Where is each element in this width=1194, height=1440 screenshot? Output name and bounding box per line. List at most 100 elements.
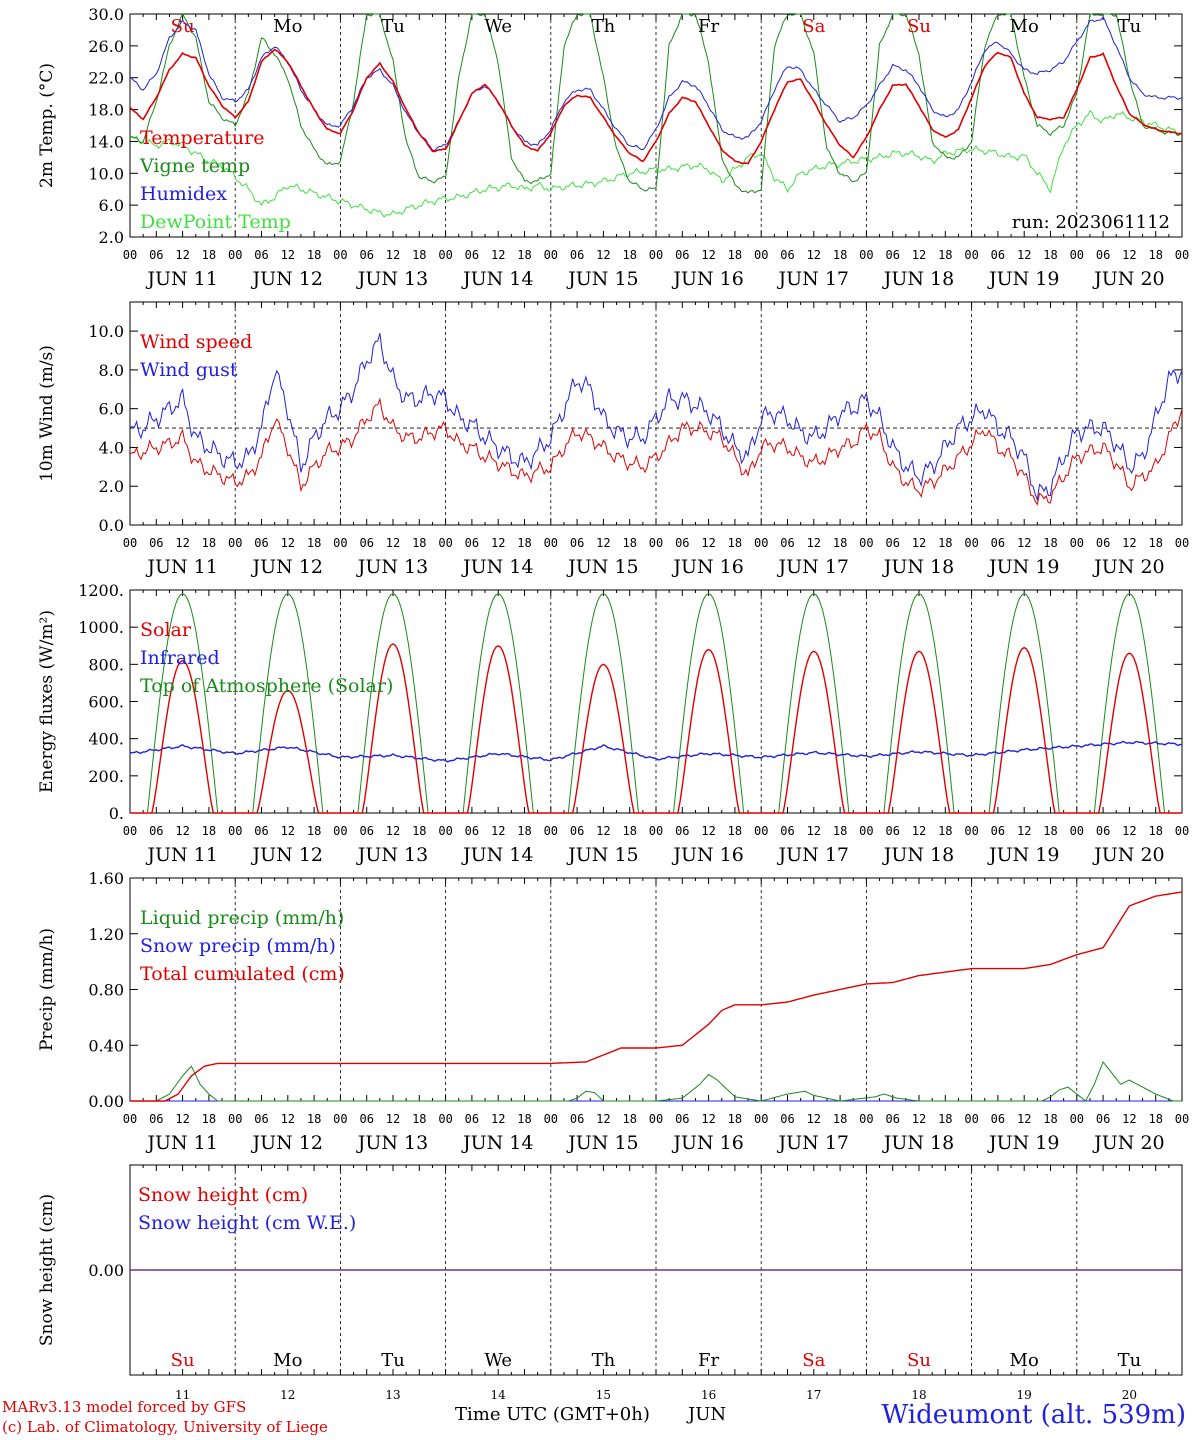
day-label: JUN 15	[566, 1132, 638, 1154]
hour-tick-label: 18	[728, 536, 742, 550]
station-name: Wideumont (alt. 539m)	[881, 1400, 1186, 1430]
hour-tick-label: 18	[622, 536, 636, 550]
hour-tick-label: 18	[202, 536, 216, 550]
hour-tick-label: 12	[912, 536, 926, 550]
day-label: JUN 17	[777, 1132, 849, 1154]
y-tick-label: 600.	[88, 693, 124, 712]
legend-entry: Total cumulated (cm)	[140, 963, 345, 985]
hour-tick-label: 12	[807, 536, 821, 550]
day-label: JUN 15	[566, 556, 638, 578]
y-tick-label: 22.0	[88, 69, 124, 88]
hour-tick-label: 18	[938, 536, 952, 550]
hour-tick-label: 18	[728, 248, 742, 262]
wind-gust-line	[129, 333, 1183, 502]
legend-entry: Solar	[140, 619, 192, 641]
hour-tick-label: 12	[281, 248, 295, 262]
run-label: run: 2023061112	[1012, 212, 1170, 233]
hour-tick-label: 18	[412, 536, 426, 550]
day-label: JUN 13	[356, 1132, 428, 1154]
hour-tick-label: 18	[1043, 536, 1057, 550]
bottom-day-number: 20	[1122, 1388, 1137, 1402]
y-tick-label: 6.0	[99, 400, 124, 419]
hour-tick-label: 06	[149, 824, 163, 838]
hour-tick-label: 12	[807, 1112, 821, 1126]
y-axis-label-4: Snow height (cm)	[37, 1194, 57, 1346]
day-label: JUN 12	[251, 844, 323, 866]
hour-tick-label: 00	[859, 536, 873, 550]
hour-tick-label: 18	[622, 1112, 636, 1126]
hour-tick-label: 06	[675, 1112, 689, 1126]
y-axis-label-1: 10m Wind (m/s)	[37, 345, 57, 482]
hour-tick-label: 18	[728, 1112, 742, 1126]
hour-tick-label: 18	[202, 248, 216, 262]
hour-tick-label: 00	[1175, 1112, 1189, 1126]
hour-tick-label: 18	[307, 1112, 321, 1126]
hour-tick-label: 00	[859, 248, 873, 262]
hour-tick-label: 18	[517, 536, 531, 550]
hour-tick-label: 00	[754, 1112, 768, 1126]
day-label: JUN 11	[145, 1132, 217, 1154]
hour-tick-label: 00	[438, 248, 452, 262]
hour-tick-label: 12	[386, 1112, 400, 1126]
hour-tick-label: 18	[307, 536, 321, 550]
y-tick-label: 0.00	[88, 1092, 124, 1111]
hour-tick-label: 12	[175, 248, 189, 262]
day-label: JUN 11	[145, 268, 217, 290]
y-axis-label-3: Precip (mm/h)	[37, 928, 57, 1051]
hour-tick-label: 00	[754, 824, 768, 838]
day-label: JUN 19	[987, 844, 1059, 866]
hour-tick-label: 12	[491, 824, 505, 838]
weekday-label: Th	[592, 16, 616, 37]
hour-tick-label: 06	[359, 1112, 373, 1126]
day-label: JUN 20	[1092, 556, 1164, 578]
hour-tick-label: 12	[491, 248, 505, 262]
hour-tick-label: 00	[544, 248, 558, 262]
hour-tick-label: 00	[123, 248, 137, 262]
hour-tick-label: 18	[833, 824, 847, 838]
bottom-weekday-label: Fr	[698, 1350, 719, 1371]
bottom-weekday-label: Th	[592, 1350, 616, 1371]
hour-tick-label: 06	[149, 536, 163, 550]
model-credit: MARv3.13 model forced by GFS	[2, 1398, 247, 1416]
hour-tick-label: 12	[701, 1112, 715, 1126]
y-axis-label-0: 2m Temp. (°C)	[37, 63, 57, 188]
hour-tick-label: 12	[386, 536, 400, 550]
day-label: JUN 18	[882, 556, 954, 578]
hour-tick-label: 12	[175, 824, 189, 838]
hour-tick-label: 00	[333, 824, 347, 838]
weekday-label: Tu	[1118, 16, 1142, 37]
legend-entry: Wind gust	[140, 359, 238, 381]
y-tick-label: 0.00	[88, 1261, 124, 1280]
day-label: JUN 15	[566, 268, 638, 290]
day-label: JUN 13	[356, 268, 428, 290]
plot-frame-0	[129, 13, 1183, 238]
day-label: JUN 15	[566, 844, 638, 866]
hour-tick-label: 06	[465, 536, 479, 550]
hour-tick-label: 12	[1017, 248, 1031, 262]
hour-tick-label: 00	[964, 824, 978, 838]
y-tick-label: 1.20	[88, 925, 124, 944]
weekday-label: Mo	[273, 16, 302, 37]
y-tick-label: 10.0	[88, 164, 124, 183]
solar-line	[130, 643, 1182, 814]
weekday-label: Tu	[381, 16, 405, 37]
day-label: JUN 18	[882, 844, 954, 866]
hour-tick-label: 18	[412, 1112, 426, 1126]
day-label: JUN 19	[987, 268, 1059, 290]
y-tick-label: 0.	[109, 804, 124, 823]
hour-tick-label: 00	[859, 1112, 873, 1126]
day-label: JUN 16	[671, 556, 743, 578]
y-tick-label: 4.0	[99, 438, 124, 457]
legend-entry: Vigne temp	[139, 155, 250, 177]
hour-tick-label: 06	[885, 248, 899, 262]
day-label: JUN 20	[1092, 844, 1164, 866]
plot-frame-2	[129, 589, 1183, 814]
hour-tick-label: 12	[596, 824, 610, 838]
day-label: JUN 17	[777, 268, 849, 290]
day-label: JUN 11	[145, 556, 217, 578]
legend-entry: Temperature	[140, 127, 264, 149]
bottom-weekday-label: Mo	[273, 1350, 302, 1371]
bottom-day-number: 19	[1017, 1388, 1032, 1402]
hour-tick-label: 06	[885, 824, 899, 838]
hour-tick-label: 00	[333, 1112, 347, 1126]
